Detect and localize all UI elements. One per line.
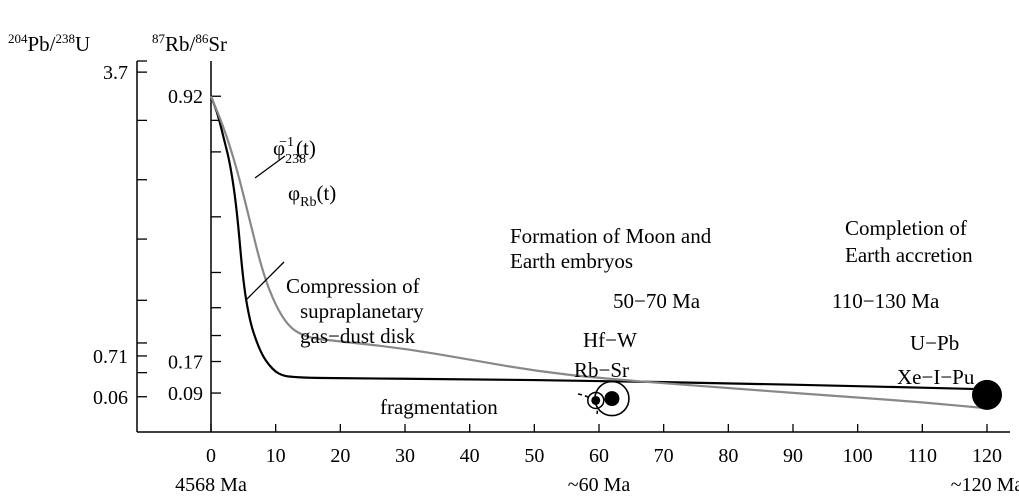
left-tick-label: 3.7 — [103, 62, 128, 84]
x-tick-label: 120 — [972, 445, 1002, 467]
x-tick-label: 40 — [460, 445, 480, 467]
completion-age-label: 110−130 Ma — [832, 289, 940, 313]
right-tick-label: 0.09 — [168, 383, 203, 405]
phi238-leader — [254, 155, 286, 179]
x-tick-label: 30 — [395, 445, 415, 467]
left-tick-label: 0.06 — [93, 387, 128, 409]
y-tick-labels: 3.7 0.71 0.06 0.92 0.17 0.09 — [93, 62, 203, 409]
right-axis-label: 87Rb/86Sr — [152, 31, 227, 56]
earth-body — [972, 379, 1002, 410]
moon-formation-line-2: Earth embryos — [510, 249, 633, 273]
phi-rb-label: φRb(t) — [288, 181, 336, 210]
x-tick-label: 50 — [524, 445, 544, 467]
moon-formation-line-1: Formation of Moon and — [510, 224, 712, 248]
left-tick-label: 0.71 — [93, 346, 128, 368]
compression-line-2: supraplanetary — [300, 299, 424, 323]
x-tick-label: 20 — [330, 445, 350, 467]
left-axis-label: 204Pb/238U — [8, 31, 90, 56]
hf-w-label: Hf−W — [583, 328, 637, 352]
moon-ring — [594, 380, 630, 417]
x-sublabel: ~120 Ma — [951, 474, 1019, 496]
x-tick-label: 110 — [908, 445, 937, 467]
x-tick-label: 70 — [654, 445, 674, 467]
x-tick-label: 60 — [589, 445, 609, 467]
u-pb-label: U−Pb — [910, 331, 959, 355]
completion-line-1: Completion of — [845, 216, 967, 240]
x-tick-label: 100 — [843, 445, 873, 467]
phi238-label: φ238−1(t) — [273, 135, 316, 167]
x-tick-label: 0 — [206, 445, 216, 467]
fragmentation-label: fragmentation — [380, 395, 498, 419]
right-tick-label: 0.17 — [168, 352, 203, 374]
xe-i-pu-label: Xe−I−Pu — [897, 365, 975, 389]
axis-ticks — [137, 60, 988, 432]
completion-line-2: Earth accretion — [845, 243, 973, 267]
compression-line-3: gas−dust disk — [300, 324, 416, 348]
x-tick-label: 90 — [783, 445, 803, 467]
x-tick-label: 10 — [266, 445, 286, 467]
right-tick-label: 0.92 — [168, 86, 203, 108]
x-sublabel: ~60 Ma — [568, 474, 631, 496]
compression-line-1: Compression of — [286, 274, 420, 298]
moon-embryo — [604, 391, 620, 407]
compression-leader — [245, 261, 285, 301]
x-tick-labels: 0 10 20 30 40 50 60 70 80 90 100 110 120 4568 Ma ~60 M… — [175, 445, 1019, 496]
series-line-phi-238 — [209, 95, 988, 410]
rb-sr-label: Rb−Sr — [574, 358, 629, 382]
moon-age-label: 50−70 Ma — [613, 289, 701, 313]
x-sublabel: 4568 Ma — [175, 474, 247, 496]
planetary-bodies — [587, 379, 1002, 417]
x-tick-label: 80 — [718, 445, 738, 467]
